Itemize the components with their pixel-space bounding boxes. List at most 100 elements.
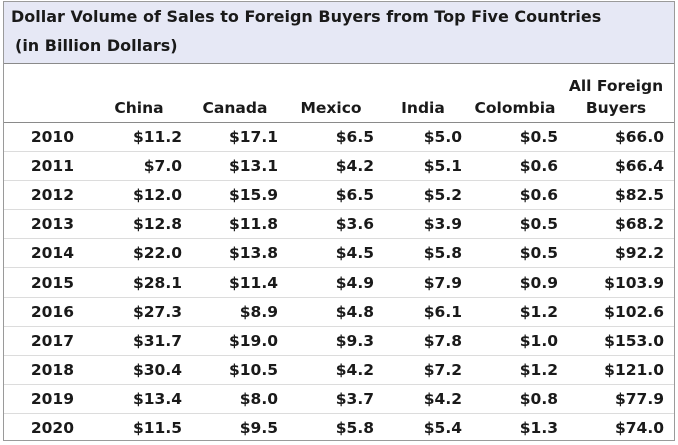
table-row: 2015 $28.1 $11.4 $4.9 $7.9 $0.9 $103.9	[4, 267, 674, 298]
cell-all-foreign-buyers: $66.0	[614, 127, 664, 146]
cell-india: $5.1	[384, 150, 472, 181]
cell-canada: $13.1	[192, 150, 288, 181]
cell-india: $6.1	[384, 296, 472, 327]
header-all-foreign-line1: All Foreign	[568, 76, 664, 95]
cell-mexico: $6.5	[288, 179, 384, 210]
cell-year: 2012	[4, 179, 96, 210]
cell-mexico: $9.3	[288, 325, 384, 356]
cell-india: $3.9	[384, 209, 472, 239]
table-row: 2010 $11.2 $17.1 $6.5 $5.0 $0.5 $66.0	[4, 122, 674, 151]
cell-year: 2020	[4, 413, 96, 443]
cell-mexico: $4.8	[288, 296, 384, 327]
cell-mexico: $4.5	[288, 238, 384, 268]
table-row: 2013 $12.8 $11.8 $3.6 $3.9 $0.5 $68.2	[4, 209, 674, 239]
cell-china: $13.4	[96, 384, 192, 414]
cell-colombia: $0.5	[472, 209, 568, 239]
header-row: China Canada Mexico India Colombia All F…	[4, 64, 674, 123]
cell-year: 2010	[30, 127, 74, 146]
cell-mexico: $3.7	[288, 384, 384, 414]
table-row: 2017 $31.7 $19.0 $9.3 $7.8 $1.0 $153.0	[4, 325, 674, 356]
table-body: 2010 $11.2 $17.1 $6.5 $5.0 $0.5 $66.0 2011 $7.0 $…	[4, 122, 674, 443]
header-colombia: Colombia	[472, 64, 568, 123]
cell-india: $5.0	[423, 127, 462, 146]
cell-canada: $8.0	[192, 384, 288, 414]
cell-canada: $19.0	[192, 325, 288, 356]
cell-mexico: $4.2	[288, 150, 384, 181]
table-row: 2011 $7.0 $13.1 $4.2 $5.1 $0.6 $66.4	[4, 150, 674, 181]
cell-mexico: $3.6	[288, 209, 384, 239]
cell-colombia: $0.8	[472, 384, 568, 414]
cell-all-foreign-buyers: $68.2	[568, 209, 674, 239]
cell-colombia: $0.9	[472, 267, 568, 298]
cell-china: $30.4	[96, 354, 192, 385]
cell-canada: $8.9	[192, 296, 288, 327]
cell-mexico: $6.5	[335, 127, 374, 146]
table-title: Dollar Volume of Sales to Foreign Buyers…	[11, 7, 602, 26]
cell-india: $4.2	[384, 384, 472, 414]
cell-year: 2011	[4, 150, 96, 181]
cell-canada: $9.5	[192, 413, 288, 443]
cell-all-foreign-buyers: $102.6	[568, 296, 674, 327]
title-band: Dollar Volume of Sales to Foreign Buyers…	[4, 2, 674, 64]
cell-india: $5.2	[384, 179, 472, 210]
cell-china: $11.5	[96, 413, 192, 443]
cell-canada: $13.8	[192, 238, 288, 268]
cell-colombia: $1.0	[472, 325, 568, 356]
cell-colombia: $0.5	[519, 127, 558, 146]
data-table: China Canada Mexico India Colombia All F…	[4, 64, 674, 443]
cell-china: $12.0	[96, 179, 192, 210]
header-china: China	[96, 64, 192, 123]
cell-colombia: $1.2	[472, 296, 568, 327]
cell-all-foreign-buyers: $103.9	[568, 267, 674, 298]
cell-china: $11.2	[132, 127, 182, 146]
cell-china: $28.1	[96, 267, 192, 298]
cell-canada: $15.9	[192, 179, 288, 210]
header-all-foreign-buyers: All Foreign Buyers	[568, 64, 674, 123]
cell-china: $27.3	[96, 296, 192, 327]
cell-india: $7.2	[384, 354, 472, 385]
table-row: 2020 $11.5 $9.5 $5.8 $5.4 $1.3 $74.0	[4, 413, 674, 443]
cell-year: 2018	[4, 354, 96, 385]
cell-colombia: $1.2	[472, 354, 568, 385]
cell-mexico: $5.8	[288, 413, 384, 443]
table-row: 2014 $22.0 $13.8 $4.5 $5.8 $0.5 $92.2	[4, 238, 674, 268]
cell-year: 2016	[4, 296, 96, 327]
cell-canada: $11.4	[192, 267, 288, 298]
cell-mexico: $4.9	[288, 267, 384, 298]
cell-all-foreign-buyers: $77.9	[568, 384, 674, 414]
header-year	[4, 64, 96, 123]
cell-canada: $11.8	[192, 209, 288, 239]
cell-colombia: $0.6	[472, 150, 568, 181]
cell-china: $12.8	[96, 209, 192, 239]
cell-china: $22.0	[96, 238, 192, 268]
cell-year: 2017	[4, 325, 96, 356]
cell-year: 2019	[4, 384, 96, 414]
cell-year: 2015	[4, 267, 96, 298]
cell-india: $7.9	[384, 267, 472, 298]
table-row: 2012 $12.0 $15.9 $6.5 $5.2 $0.6 $82.5	[4, 179, 674, 210]
cell-year: 2014	[4, 238, 96, 268]
cell-canada: $10.5	[192, 354, 288, 385]
table-row: 2018 $30.4 $10.5 $4.2 $7.2 $1.2 $121.0	[4, 354, 674, 385]
cell-colombia: $0.5	[472, 238, 568, 268]
cell-all-foreign-buyers: $153.0	[568, 325, 674, 356]
cell-all-foreign-buyers: $74.0	[568, 413, 674, 443]
cell-colombia: $1.3	[472, 413, 568, 443]
table-row: 2016 $27.3 $8.9 $4.8 $6.1 $1.2 $102.6	[4, 296, 674, 327]
cell-china: $7.0	[96, 150, 192, 181]
table-frame: Dollar Volume of Sales to Foreign Buyers…	[3, 1, 675, 443]
cell-china: $31.7	[96, 325, 192, 356]
table-subtitle: (in Billion Dollars)	[15, 36, 178, 55]
cell-mexico: $4.2	[288, 354, 384, 385]
header-all-foreign-line2: Buyers	[585, 98, 647, 117]
cell-colombia: $0.6	[472, 179, 568, 210]
cell-all-foreign-buyers: $121.0	[568, 354, 674, 385]
cell-all-foreign-buyers: $92.2	[568, 238, 674, 268]
header-mexico: Mexico	[288, 64, 384, 123]
cell-all-foreign-buyers: $82.5	[568, 179, 674, 210]
cell-india: $5.8	[384, 238, 472, 268]
header-india: India	[384, 64, 472, 123]
table-row: 2019 $13.4 $8.0 $3.7 $4.2 $0.8 $77.9	[4, 384, 674, 414]
cell-india: $5.4	[384, 413, 472, 443]
cell-year: 2013	[4, 209, 96, 239]
